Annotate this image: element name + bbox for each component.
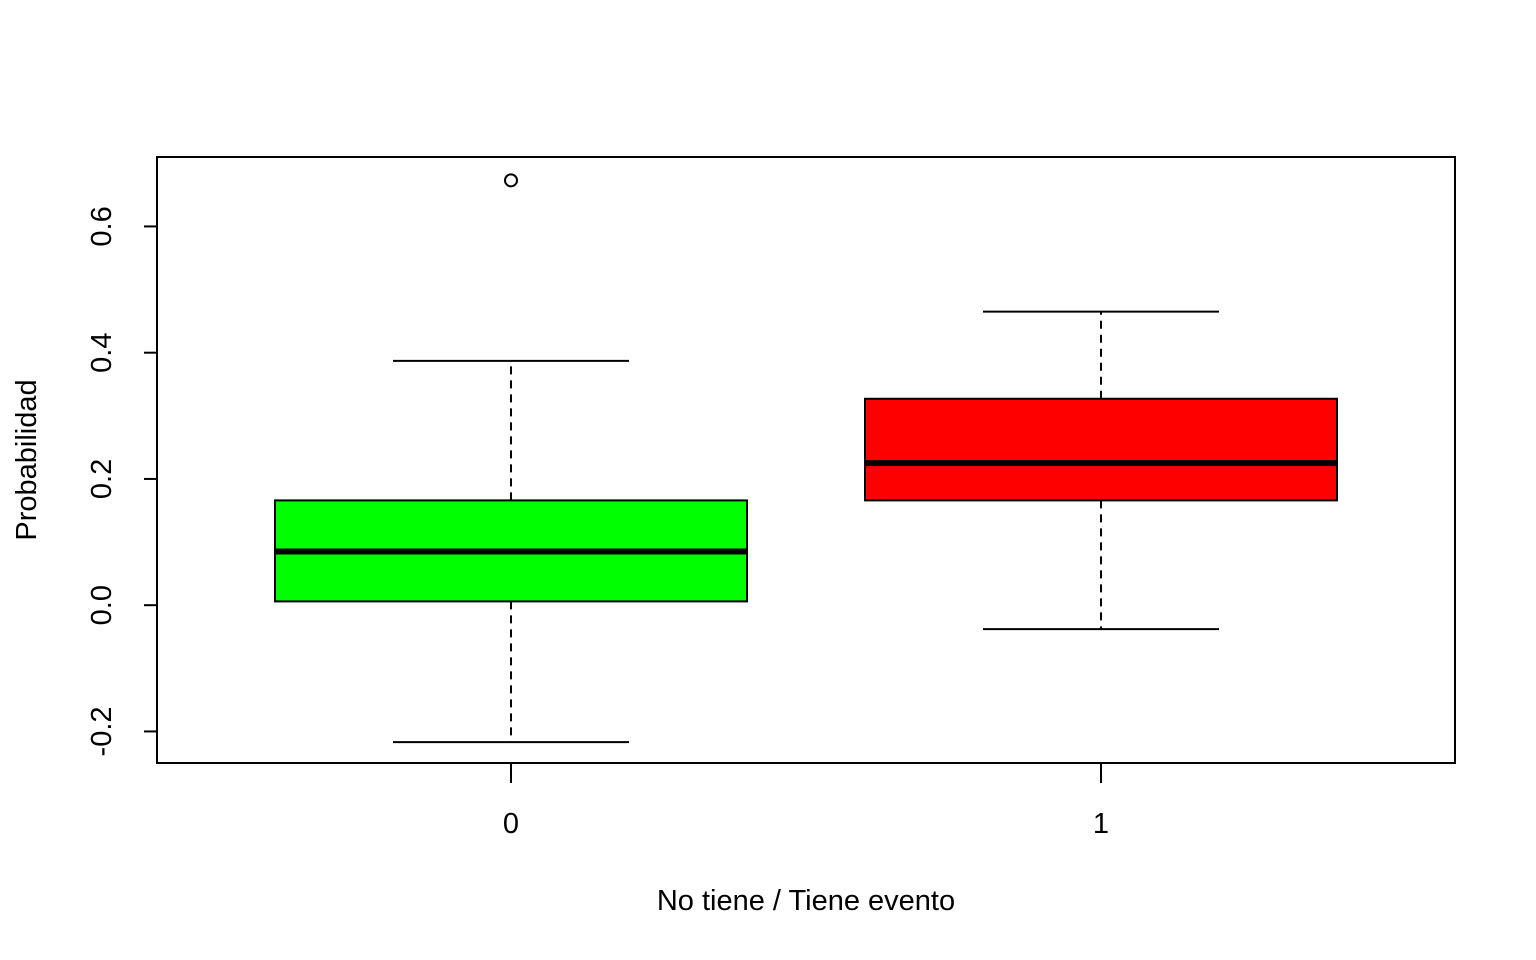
y-tick-label: 0.0 bbox=[86, 585, 118, 625]
outlier-point bbox=[504, 173, 518, 188]
y-axis-title: Probabilidad bbox=[11, 379, 43, 540]
y-axis: -0.2 0.0 0.2 0.4 0.6 bbox=[86, 206, 158, 756]
box-iqr bbox=[864, 397, 1338, 502]
box-group-0 bbox=[274, 173, 748, 744]
x-axis-title: No tiene / Tiene evento bbox=[657, 885, 955, 917]
y-tick-label: 0.2 bbox=[86, 459, 118, 499]
x-tick-label: 1 bbox=[1093, 808, 1109, 840]
boxes-layer bbox=[274, 173, 1338, 744]
box-group-1 bbox=[864, 310, 1338, 631]
y-tick-label: 0.6 bbox=[86, 206, 118, 246]
y-tick-label: -0.2 bbox=[86, 706, 118, 756]
y-tick-label: 0.4 bbox=[86, 333, 118, 373]
x-tick-label: 0 bbox=[503, 808, 519, 840]
